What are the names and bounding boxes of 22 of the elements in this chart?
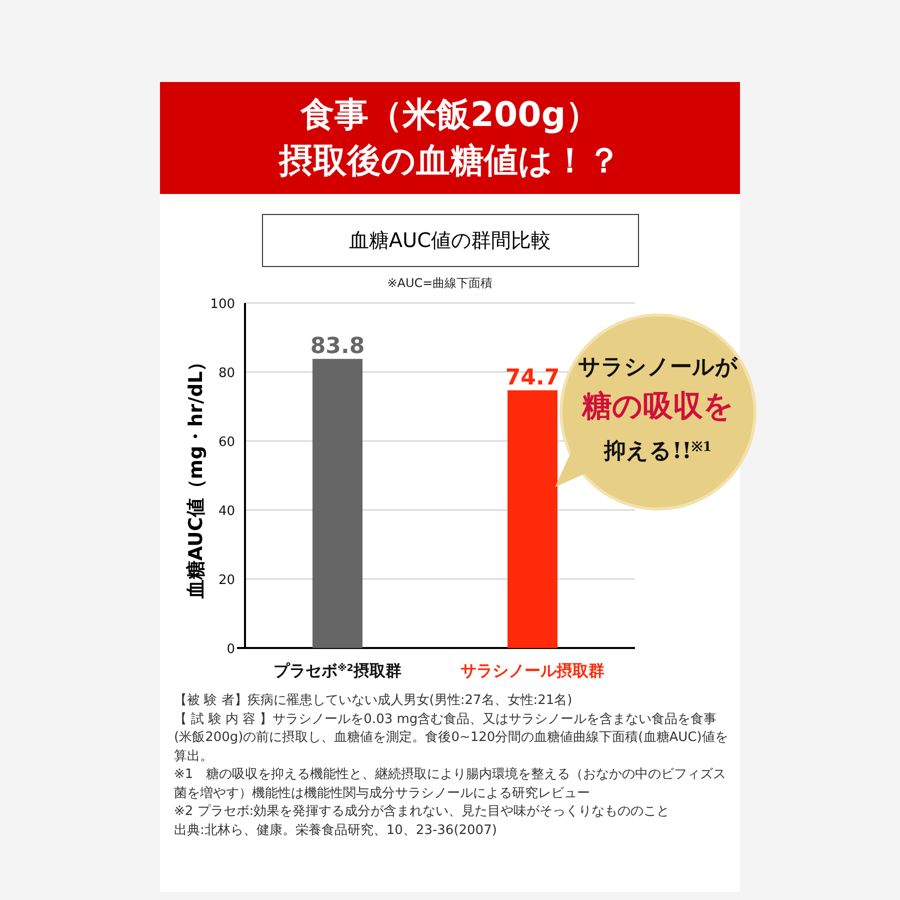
annotation: 抑える!!$^{※1}$ [603, 438, 712, 464]
source-note: 出典:北林ら、健康。栄養食品研究、10、23-36(2007) [174, 822, 498, 840]
y-tick-label: 0 [226, 642, 235, 657]
chart-subtitle: 血糖AUC値の群間比較 [262, 214, 638, 267]
y-tick-label: 80 [218, 366, 235, 381]
chart-title: 食事（米飯200g）摂取後の血糖値は！？ [277, 94, 622, 183]
annotation: 糖の吸収を [581, 389, 734, 424]
y-axis-title: 血糖AUC値（mg・hr/dL） [185, 352, 207, 600]
text: 【 試 験 内 容 】サラシノールを0.03 mg含む食品、又はサラシノールを含まない食品を食事(米飯200g)の前に摂取し、血糖値を測定。食後0~120分間の血糖値曲線下面積(血糖AUC)値を算出。 [174, 710, 729, 766]
text: ※AUC=曲線下面積 [387, 276, 493, 290]
annotation: サラシノールが [578, 354, 738, 380]
text: ※2 プラセボ:効果を発揮する成分が含まれない、見た目や味がそっくりなもののこと [174, 803, 671, 821]
x-tick-label: サラシノール摂取群 [460, 661, 604, 680]
text: ※1 糖の吸収を抑える機能性と、継続摂取により腸内環境を整える（おなかの中のビフィズス菌を増やす）機能性は機能性関与成分サラシノールによる研究レビュー [174, 766, 728, 802]
y-tick-label: 20 [218, 573, 235, 588]
x-tick-label: プラセボ$^{※2}$摂取群 [273, 661, 402, 680]
data-label: 74.7 [505, 365, 560, 390]
y-tick-label: 40 [218, 504, 235, 519]
y-tick-label: 60 [218, 435, 235, 450]
y-tick-label: 100 [210, 297, 235, 312]
data-label: 83.8 [310, 334, 365, 359]
text: 【被 験 者】疾病に罹患していない成人男女(男性:27名、女性:21名) [174, 692, 574, 710]
